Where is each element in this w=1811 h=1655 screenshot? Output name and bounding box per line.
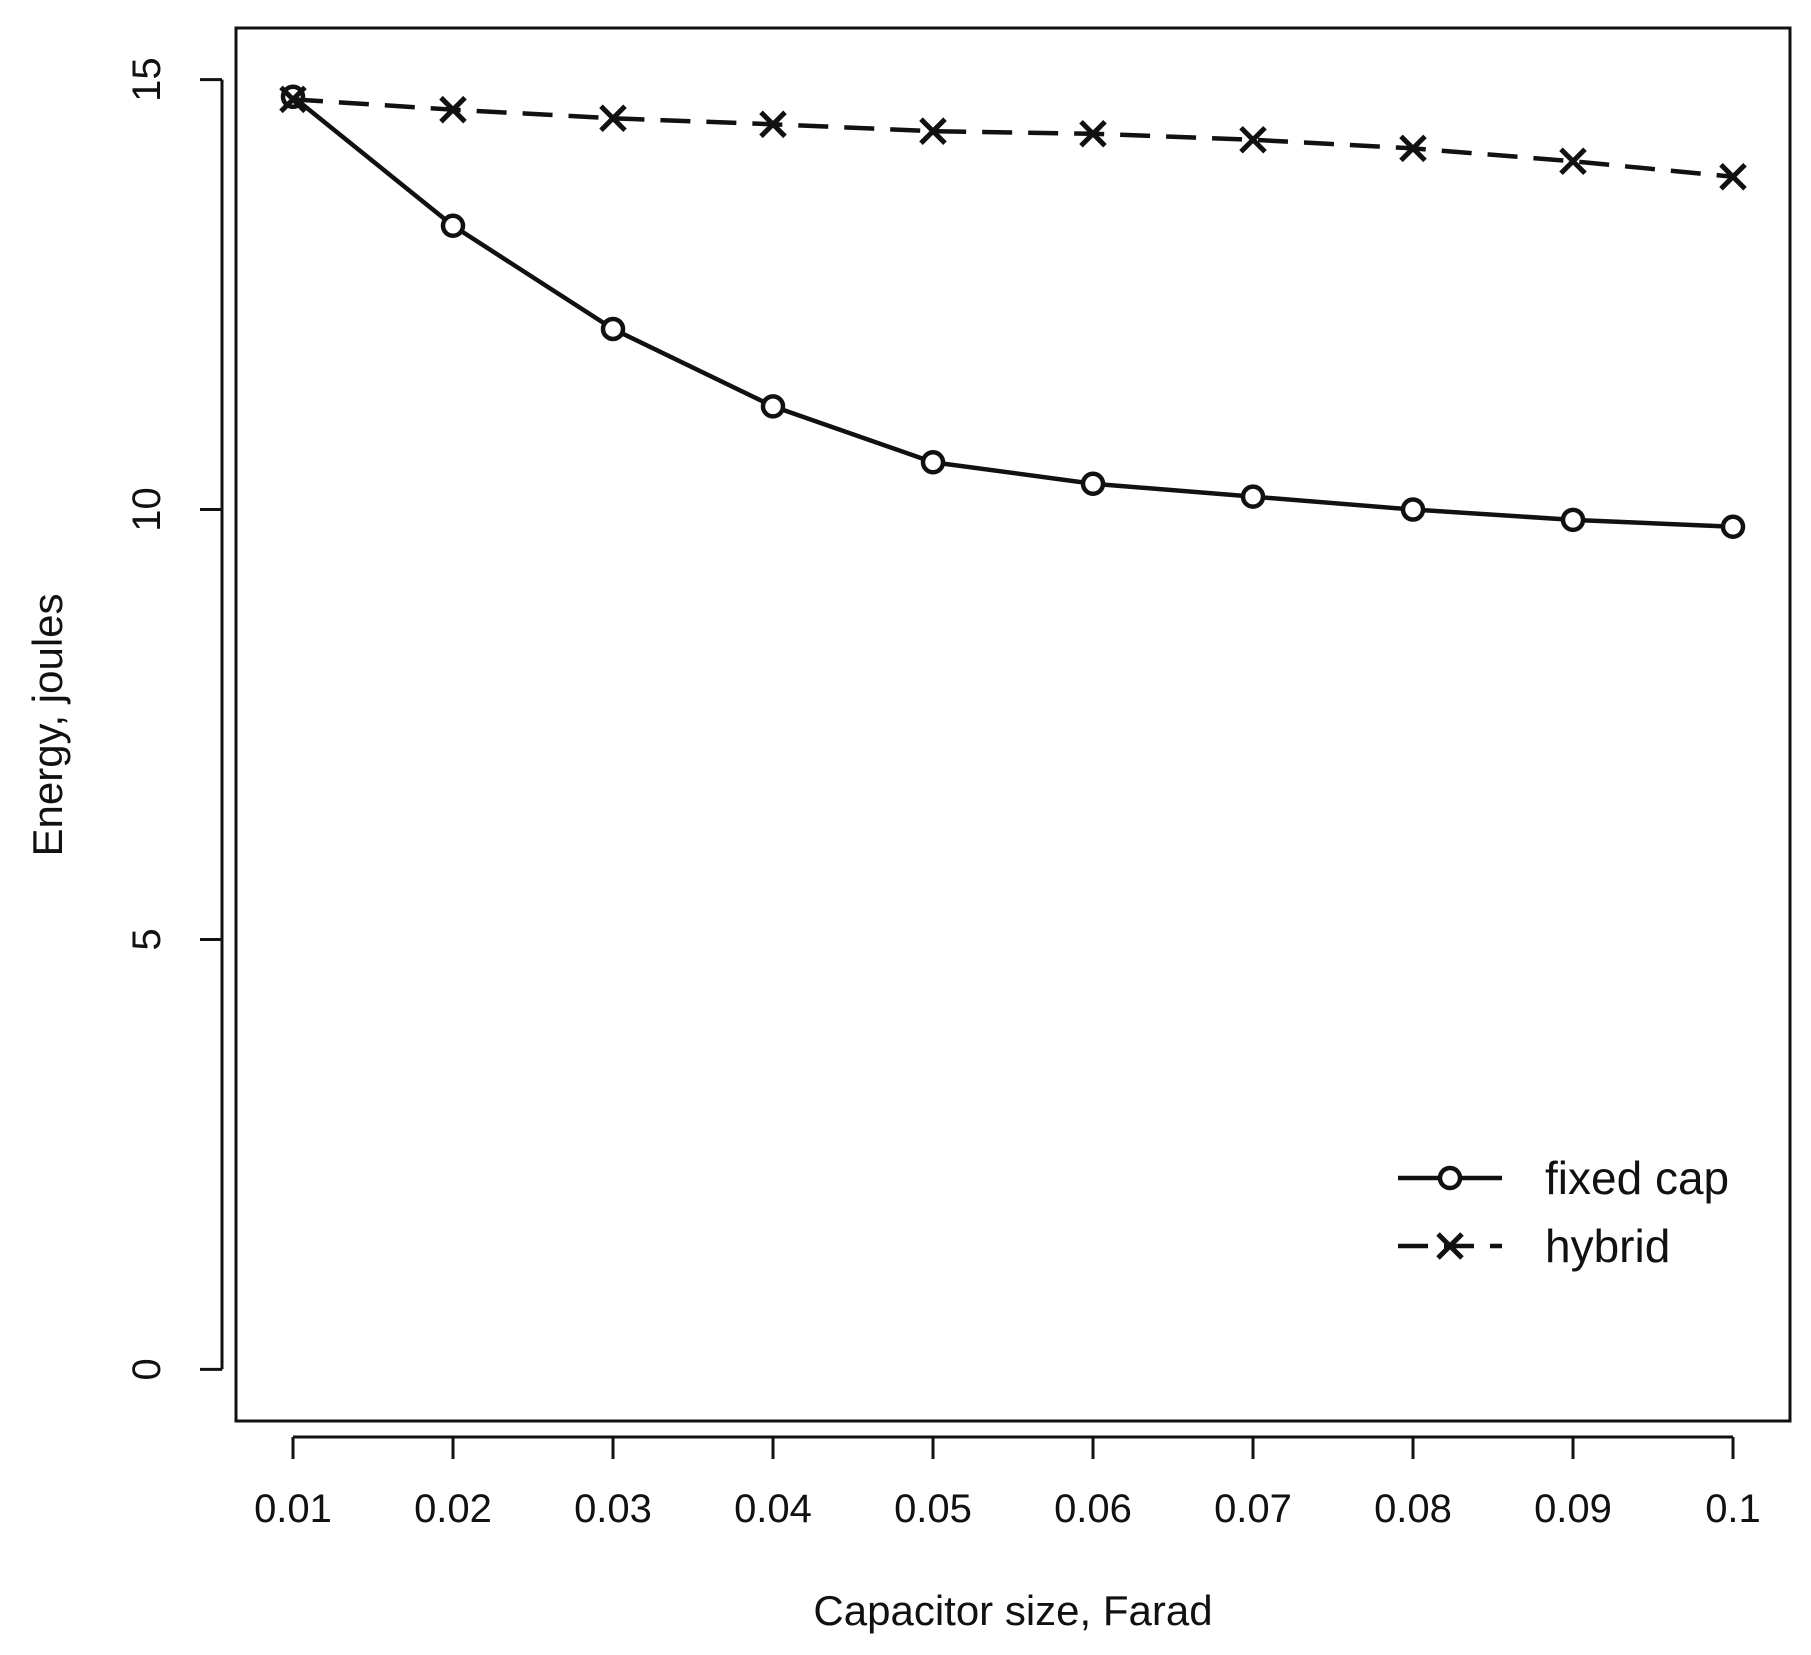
x-tick-label: 0.1: [1705, 1487, 1761, 1531]
data-point-hybrid: [919, 117, 947, 145]
series-line-fixed-cap: [291, 95, 1734, 529]
data-point-hybrid: [1079, 119, 1107, 148]
data-point-fixed-cap: [920, 449, 946, 475]
legend-item-fixed-cap: fixed cap: [1398, 1152, 1729, 1204]
data-point-hybrid: [439, 95, 467, 124]
data-point-hybrid: [759, 110, 787, 139]
data-point-fixed-cap: [760, 394, 786, 419]
data-point-fixed-cap: [1240, 484, 1266, 509]
x-tick-label: 0.01: [254, 1487, 332, 1531]
y-axis-title: Energy, joules: [24, 593, 71, 856]
legend-label: hybrid: [1545, 1220, 1670, 1272]
data-point-hybrid: [1239, 126, 1267, 154]
data-point-fixed-cap: [1400, 497, 1426, 522]
y-tick-label: 5: [125, 928, 169, 950]
x-tick-label: 0.03: [574, 1487, 652, 1531]
y-tick-label: 10: [125, 487, 169, 532]
legend-label: fixed cap: [1545, 1152, 1729, 1204]
y-tick-label: 15: [125, 57, 169, 102]
legend-marker-fixed-cap: [1437, 1165, 1463, 1191]
y-axis: 0 5 10 15: [125, 57, 224, 1381]
data-point-hybrid: [1559, 147, 1587, 176]
x-tick-label: 0.08: [1374, 1487, 1452, 1531]
data-point-fixed-cap: [1560, 507, 1586, 533]
series-hybrid: [279, 85, 1747, 191]
y-tick-label: 0: [125, 1358, 169, 1380]
series-line-hybrid: [292, 97, 1734, 179]
x-axis: 0.01 0.02 0.03 0.04 0.05 0.06 0.07 0.08 0.09 0.1: [254, 1435, 1761, 1531]
data-point-hybrid: [1719, 162, 1747, 191]
legend: fixed cap hybrid: [1398, 1152, 1729, 1272]
x-tick-label: 0.04: [734, 1487, 812, 1531]
legend-item-hybrid: hybrid: [1398, 1220, 1670, 1272]
x-tick-label: 0.07: [1214, 1487, 1292, 1531]
x-tick-label: 0.06: [1054, 1487, 1132, 1531]
x-tick-label: 0.02: [414, 1487, 492, 1531]
data-point-fixed-cap: [440, 213, 466, 239]
x-tick-label: 0.09: [1534, 1487, 1612, 1531]
data-point-fixed-cap: [1720, 514, 1746, 539]
series-fixed-cap: [280, 84, 1746, 539]
data-point-hybrid: [1399, 134, 1427, 163]
data-point-fixed-cap: [1080, 471, 1106, 496]
legend-marker-hybrid: [1436, 1232, 1464, 1260]
plot-frame: [234, 26, 1792, 1423]
data-point-fixed-cap: [600, 316, 626, 342]
x-axis-title: Capacitor size, Farad: [813, 1587, 1212, 1634]
series-layer: [279, 84, 1747, 539]
data-point-hybrid: [279, 85, 307, 114]
data-point-hybrid: [599, 104, 627, 133]
x-tick-label: 0.05: [894, 1487, 972, 1531]
